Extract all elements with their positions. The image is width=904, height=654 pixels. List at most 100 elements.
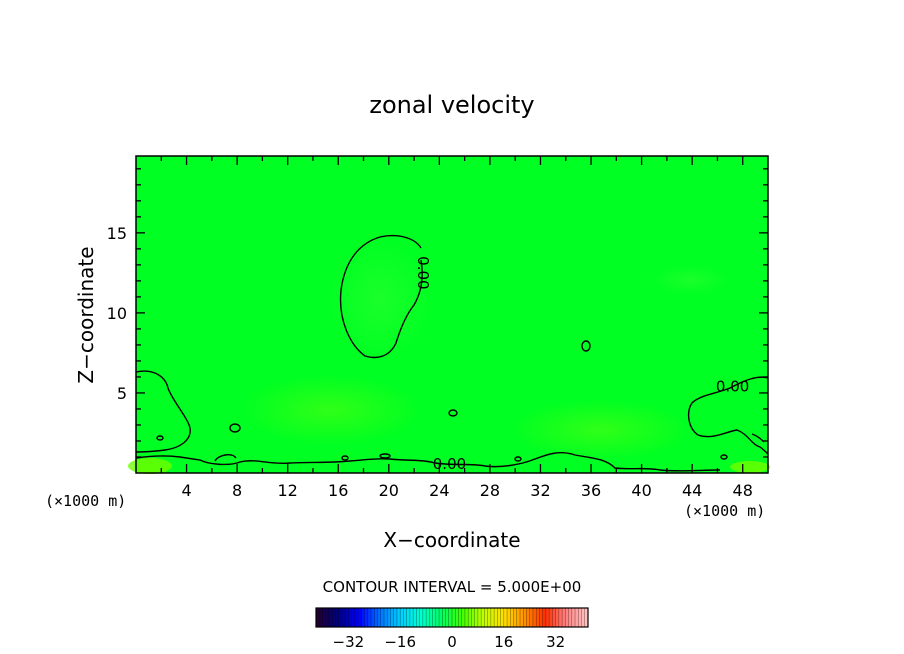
contour-lines xyxy=(135,234,769,472)
x-tick-label: 40 xyxy=(631,481,651,500)
x-tick-label: 24 xyxy=(429,481,449,500)
colorbar-tick-label: −16 xyxy=(384,633,416,651)
colorbar-cell xyxy=(552,608,556,627)
colorbar-cell xyxy=(348,608,352,627)
contour-zero-upper xyxy=(339,234,423,359)
colorbar-cell xyxy=(487,608,492,627)
colorbar-cell xyxy=(435,608,440,627)
colorbar-cell xyxy=(371,608,375,627)
colorbar-cell xyxy=(325,608,330,627)
colorbar-cell xyxy=(526,608,531,627)
x-tick-label: 16 xyxy=(328,481,348,500)
colorbar-cell xyxy=(367,608,372,627)
colorbar-cell xyxy=(316,608,320,627)
colorbar-cell xyxy=(575,608,579,627)
x-tick-label: 32 xyxy=(530,481,550,500)
x-axis: 4 8 12 16 20 24 28 32 36 40 44 48 xyxy=(160,156,753,500)
colorbar-cell xyxy=(474,608,479,627)
colorbar-cell xyxy=(409,608,414,627)
colorbar-cell xyxy=(445,608,450,627)
colorbar-cell xyxy=(516,608,521,627)
colorbar-cell xyxy=(507,608,511,627)
colorbar-cell xyxy=(335,608,339,627)
colorbar-cell xyxy=(513,608,518,627)
colorbar-cell xyxy=(581,608,586,627)
x-tick-label: 8 xyxy=(232,481,242,500)
colorbar-cell xyxy=(380,608,385,627)
x-tick-label: 36 xyxy=(581,481,601,500)
colorbar-cell xyxy=(503,608,508,627)
x-unit-left: (×1000 m) xyxy=(45,492,126,510)
colorbar-cell xyxy=(562,608,566,627)
colorbar-cell xyxy=(429,608,433,627)
colorbar-cell xyxy=(338,608,343,627)
colorbar-cell xyxy=(578,608,582,627)
colorbar-cell xyxy=(490,608,495,627)
colorbar-cell xyxy=(328,608,333,627)
colorbar-cell xyxy=(452,608,456,627)
colorbar-cell xyxy=(393,608,398,627)
x-tick-label: 48 xyxy=(733,481,753,500)
colorbar-cell xyxy=(361,608,365,627)
x-axis-label: X−coordinate xyxy=(383,528,520,552)
colorbar-cell xyxy=(558,608,563,627)
colorbar-tick-label: 0 xyxy=(447,633,457,651)
colorbar-cell xyxy=(422,608,427,627)
colorbar-cell xyxy=(345,608,349,627)
colorbar-cell xyxy=(400,608,404,627)
colorbar-cell xyxy=(584,608,589,627)
colorbar-cell xyxy=(322,608,327,627)
plot-area: 0.00 0.00 0.00 xyxy=(128,156,770,474)
colorbar-cell xyxy=(471,608,475,627)
colorbar-cell xyxy=(494,608,498,627)
colorbar-cell xyxy=(545,608,550,627)
colorbar-cell xyxy=(341,608,346,627)
colorbar-cell xyxy=(536,608,540,627)
x-tick-label: 20 xyxy=(379,481,399,500)
colorbar-cell xyxy=(500,608,505,627)
colorbar-cell xyxy=(565,608,569,627)
colorbar-cell xyxy=(497,608,501,627)
colorbar-cell xyxy=(364,608,369,627)
colorbar-cell xyxy=(358,608,362,627)
x-tick-label: 44 xyxy=(682,481,702,500)
x-tick-label: 28 xyxy=(480,481,500,500)
y-axis: 5 10 15 xyxy=(107,168,768,458)
colorbar-cell xyxy=(413,608,417,627)
colorbar-cell xyxy=(442,608,446,627)
colorbar-cell xyxy=(539,608,543,627)
colorbar-cell xyxy=(332,608,336,627)
colorbar-cell xyxy=(555,608,560,627)
colorbar-cell xyxy=(351,608,356,627)
x-tick-label: 12 xyxy=(278,481,298,500)
colorbar-frame xyxy=(315,607,589,628)
chart-title: zonal velocity xyxy=(369,91,534,119)
colorbar-cell xyxy=(477,608,482,627)
colorbar-cell xyxy=(354,608,359,627)
colorbar-cell xyxy=(396,608,401,627)
colorbar-cell xyxy=(520,608,524,627)
colorbar-cell xyxy=(403,608,407,627)
colorbar-cell xyxy=(384,608,388,627)
x-tick-label: 4 xyxy=(181,481,191,500)
colorbar-cell xyxy=(542,608,547,627)
contour-label: 0.00 xyxy=(414,256,432,289)
plot-frame xyxy=(135,155,769,474)
y-axis-label: Z−coordinate xyxy=(74,246,98,383)
colorbar-cell xyxy=(484,608,488,627)
contour-zero-bottom xyxy=(135,452,721,472)
colorbar-cell xyxy=(426,608,430,627)
colorbar-cell xyxy=(461,608,466,627)
colorbar-cell xyxy=(468,608,472,627)
colorbar-cell xyxy=(571,608,576,627)
colorbar-cell xyxy=(387,608,391,627)
colorbar-cell xyxy=(455,608,459,627)
colorbar-tick-label: 32 xyxy=(546,633,565,651)
colorbar-cell xyxy=(416,608,420,627)
colorbar-cell xyxy=(481,608,485,627)
colorbar-tick-label: −32 xyxy=(333,633,365,651)
colorbar-cell xyxy=(390,608,395,627)
colorbar-cell xyxy=(319,608,323,627)
colorbar-cell xyxy=(419,608,424,627)
